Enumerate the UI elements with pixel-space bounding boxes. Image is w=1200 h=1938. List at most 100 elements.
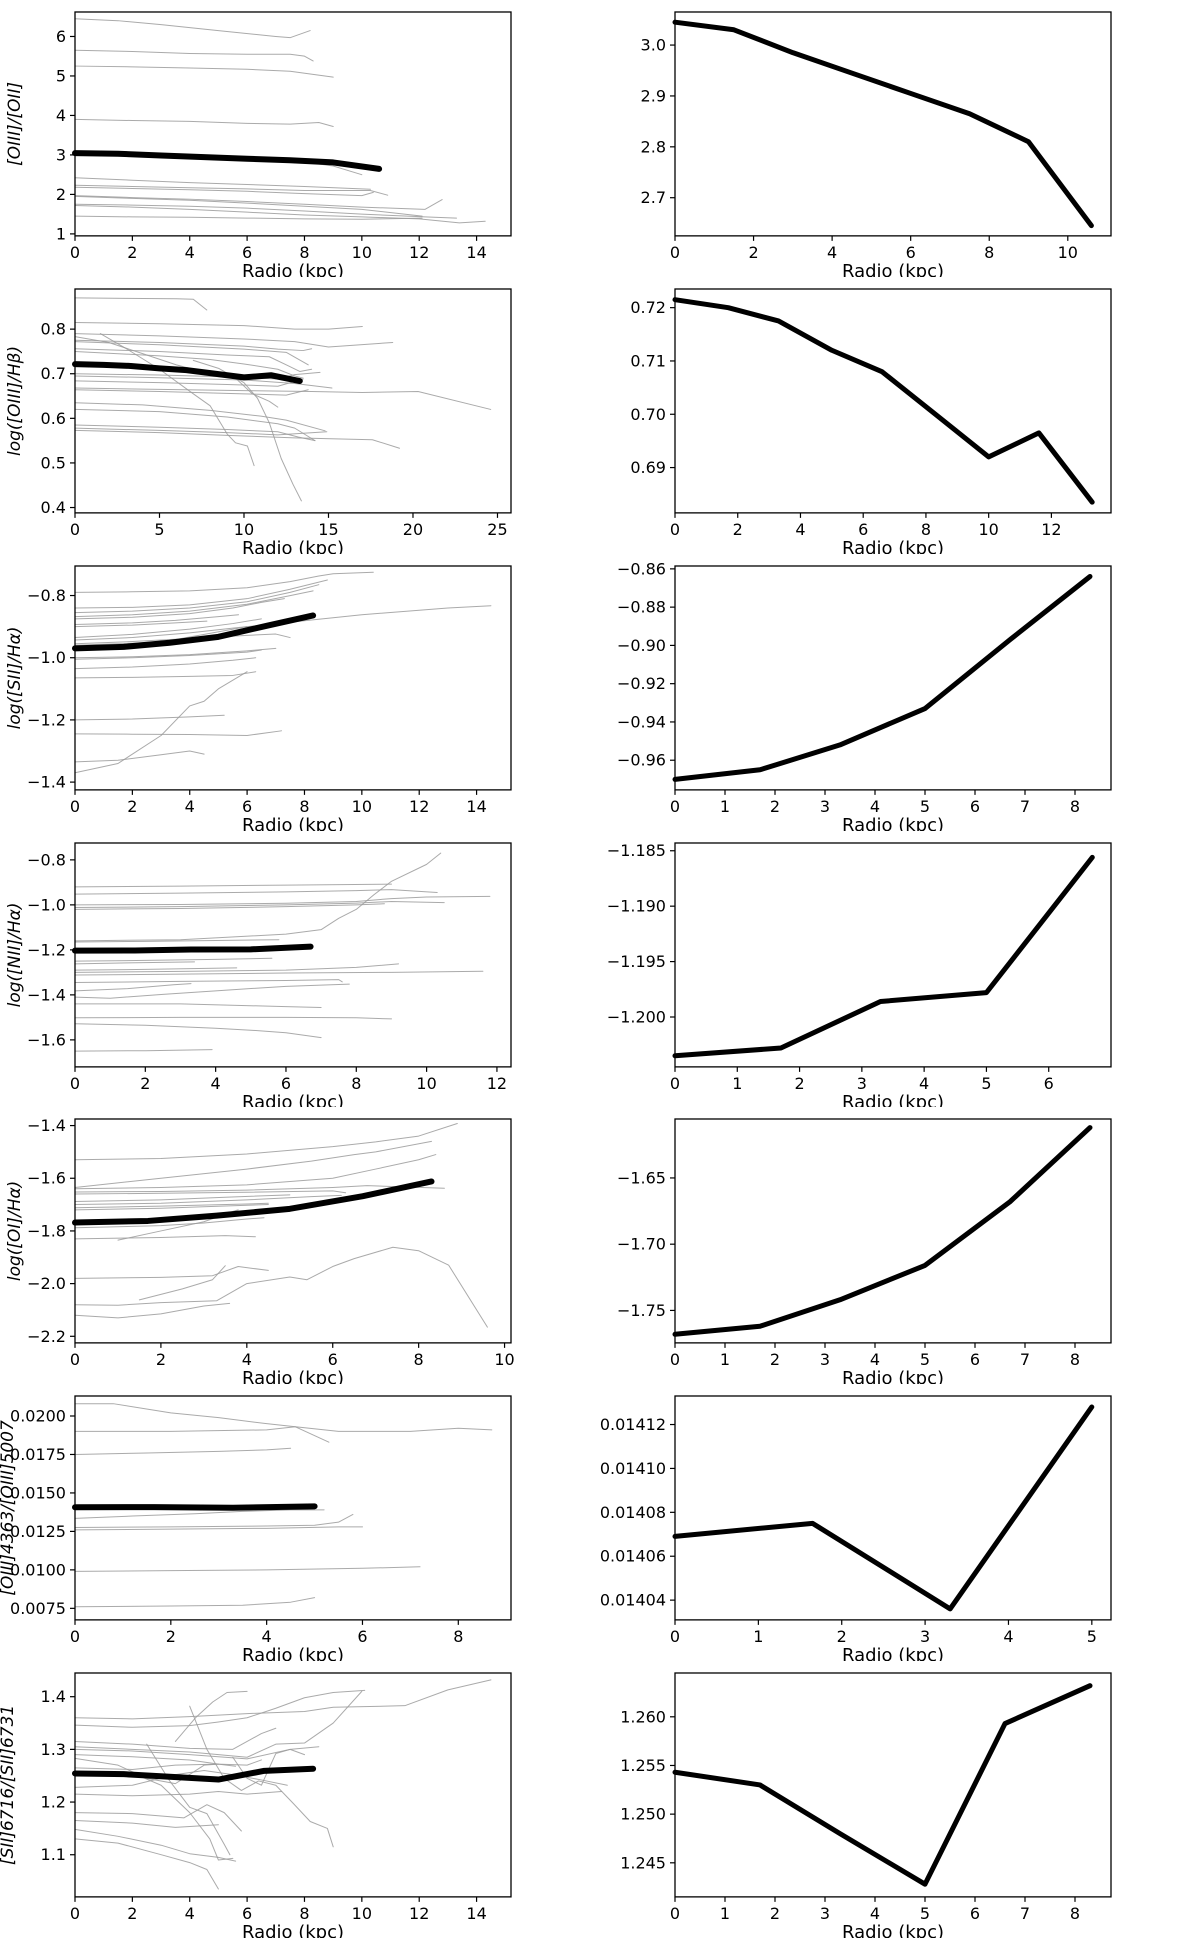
- galaxy-profile-line: [74, 348, 313, 372]
- x-tick-label: 4: [870, 797, 880, 816]
- galaxy-profile-line: [74, 730, 282, 736]
- x-tick-label: 2: [794, 1073, 804, 1092]
- y-tick-label: −0.92: [617, 674, 666, 693]
- galaxy-profile-line: [74, 297, 208, 311]
- plot-frame: [74, 1672, 512, 1898]
- median-profile-line: [672, 854, 1095, 1058]
- oiii-hb-median-chart: 0 2 4 6 8 10 12 0.69 0.70 0.71 0.72 Radio (kpc): [630, 288, 1112, 554]
- y-tick-label: 1.245: [620, 1853, 666, 1872]
- galaxy-profile-line: [74, 620, 208, 627]
- x-tick-label: 1: [732, 1073, 742, 1092]
- x-tick-label: 8: [351, 1073, 361, 1092]
- plot-frame: [74, 565, 512, 791]
- x-tick-label: 5: [981, 1073, 991, 1092]
- oiii-oii-median-chart: 0 2 4 6 8 10 2.7 2.8 2.9 3.0 Radio (kpc): [641, 11, 1112, 277]
- galaxy-profile-line: [74, 18, 311, 39]
- galaxy-profile-line: [74, 1016, 392, 1019]
- x-tick-label: 4: [185, 1904, 195, 1923]
- galaxy-profile-line: [74, 1048, 213, 1052]
- galaxy-profile-line: [74, 49, 314, 62]
- y-tick-label: 6: [56, 27, 66, 46]
- galaxy-profile-line: [99, 332, 255, 466]
- x-axis-label: Radio (kpc): [842, 538, 944, 554]
- median-profile-line: [72, 150, 383, 172]
- x-tick-label: 0: [670, 797, 680, 816]
- x-tick-label: 2: [748, 243, 758, 262]
- y-tick-label: 0.6: [41, 409, 66, 428]
- galaxy-profile-line: [74, 1820, 219, 1828]
- galaxy-profile-line: [74, 960, 195, 964]
- x-tick-label: 14: [466, 797, 486, 816]
- galaxy-profile-line: [189, 1705, 334, 1848]
- x-tick-label: 10: [416, 1073, 436, 1092]
- galaxy-profile-line: [74, 195, 423, 217]
- x-axis-label: Radio (kpc): [242, 1368, 344, 1384]
- x-tick-label: 3: [920, 1627, 930, 1646]
- panel-nii-ha-median: 0 1 2 3 4 5 6 −1.200 −1.195 −1.190 −1.185 Radio (kp…: [600, 831, 1200, 1107]
- x-tick-label: 2: [837, 1627, 847, 1646]
- galaxy-profile-line: [74, 962, 399, 973]
- galaxy-profile-line: [74, 970, 484, 976]
- galaxy-profile-line: [74, 1141, 432, 1189]
- galaxy-profile-line: [74, 883, 392, 887]
- y-tick-label: −1.0: [27, 648, 66, 667]
- x-tick-label: 4: [185, 797, 195, 816]
- x-tick-label: 4: [1003, 1627, 1013, 1646]
- galaxy-profile-line: [74, 184, 389, 196]
- median-profile-line: [72, 943, 314, 954]
- x-tick-label: 3: [820, 1904, 830, 1923]
- y-tick-label: 2.8: [641, 137, 666, 156]
- y-tick-label: −1.190: [607, 896, 666, 915]
- plot-frame: [674, 11, 1112, 237]
- sii-ha-all-chart: 0 2 4 6 8 10 12 14 −1.4 −1.2 −1.0 −0.8 Radio (kpc) lo…: [5, 565, 512, 831]
- x-tick-label: 0: [670, 1073, 680, 1092]
- galaxy-profile-line: [74, 957, 273, 962]
- x-tick-label: 5: [920, 1350, 930, 1369]
- y-axis-label: [OIII]4363/[OIII]5007: [0, 1420, 18, 1596]
- x-axis-label: Radio (kpc): [842, 1645, 944, 1661]
- x-tick-label: 10: [234, 520, 254, 539]
- galaxy-profile-line: [131, 1772, 234, 1861]
- galaxy-profile-line: [74, 1804, 242, 1832]
- y-tick-label: −1.75: [617, 1301, 666, 1320]
- galaxy-profile-line: [174, 1691, 248, 1743]
- galaxy-profile-line: [74, 583, 320, 613]
- galaxy-profile-line: [74, 579, 328, 609]
- x-tick-label: 5: [920, 797, 930, 816]
- x-tick-label: 0: [670, 1904, 680, 1923]
- y-tick-label: 0.0150: [10, 1484, 66, 1503]
- y-tick-label: 2.9: [641, 86, 666, 105]
- x-tick-label: 12: [1041, 520, 1061, 539]
- x-tick-label: 3: [820, 1350, 830, 1369]
- galaxy-profile-line: [74, 339, 313, 351]
- x-tick-label: 6: [281, 1073, 291, 1092]
- x-tick-label: 3: [820, 797, 830, 816]
- galaxy-profile-line: [74, 1195, 342, 1206]
- galaxy-profile-line: [74, 1002, 322, 1008]
- galaxy-profile-line: [74, 1022, 322, 1038]
- galaxy-profile-line: [74, 1754, 262, 1766]
- median-profile-line: [72, 612, 317, 652]
- galaxy-profile-line: [74, 1770, 288, 1788]
- x-tick-label: 6: [242, 1904, 252, 1923]
- y-tick-label: 0.01408: [600, 1503, 666, 1522]
- sii-ha-median-chart: 0 1 2 3 4 5 6 7 8 −0.96 −0.94 −0.92 −0.90 −0.88 −0.86 R…: [617, 559, 1112, 831]
- x-tick-label: 10: [352, 1904, 372, 1923]
- y-tick-label: 1.1: [41, 1845, 66, 1864]
- oiii-hb-all-chart: 0 5 10 15 20 25 0.4 0.5 0.6 0.7 0.8 Radio (kpc) log(…: [5, 288, 512, 554]
- panel-oi-ha-median: 0 1 2 3 4 5 6 7 8 −1.75 −1.70 −1.65 Radio (kpc): [600, 1107, 1200, 1384]
- x-axis-label: Radio (kpc): [842, 815, 944, 831]
- y-tick-label: 0.01412: [600, 1415, 666, 1434]
- nii-ha-median-chart: 0 1 2 3 4 5 6 −1.200 −1.195 −1.190 −1.185 Radio (kp…: [607, 841, 1112, 1107]
- galaxy-profile-line: [74, 1448, 292, 1456]
- x-tick-label: 3: [857, 1073, 867, 1092]
- x-axis-label: Radio (kpc): [842, 1922, 944, 1938]
- galaxy-profile-line: [74, 750, 205, 763]
- x-tick-label: 4: [795, 520, 805, 539]
- galaxy-profile-line: [74, 1757, 219, 1785]
- galaxy-profile-line: [74, 1514, 354, 1529]
- galaxy-profile-line: [74, 1235, 256, 1240]
- x-tick-label: 12: [409, 243, 429, 262]
- galaxy-profile-line: [74, 1690, 366, 1728]
- galaxy-profile-line: [74, 1597, 316, 1608]
